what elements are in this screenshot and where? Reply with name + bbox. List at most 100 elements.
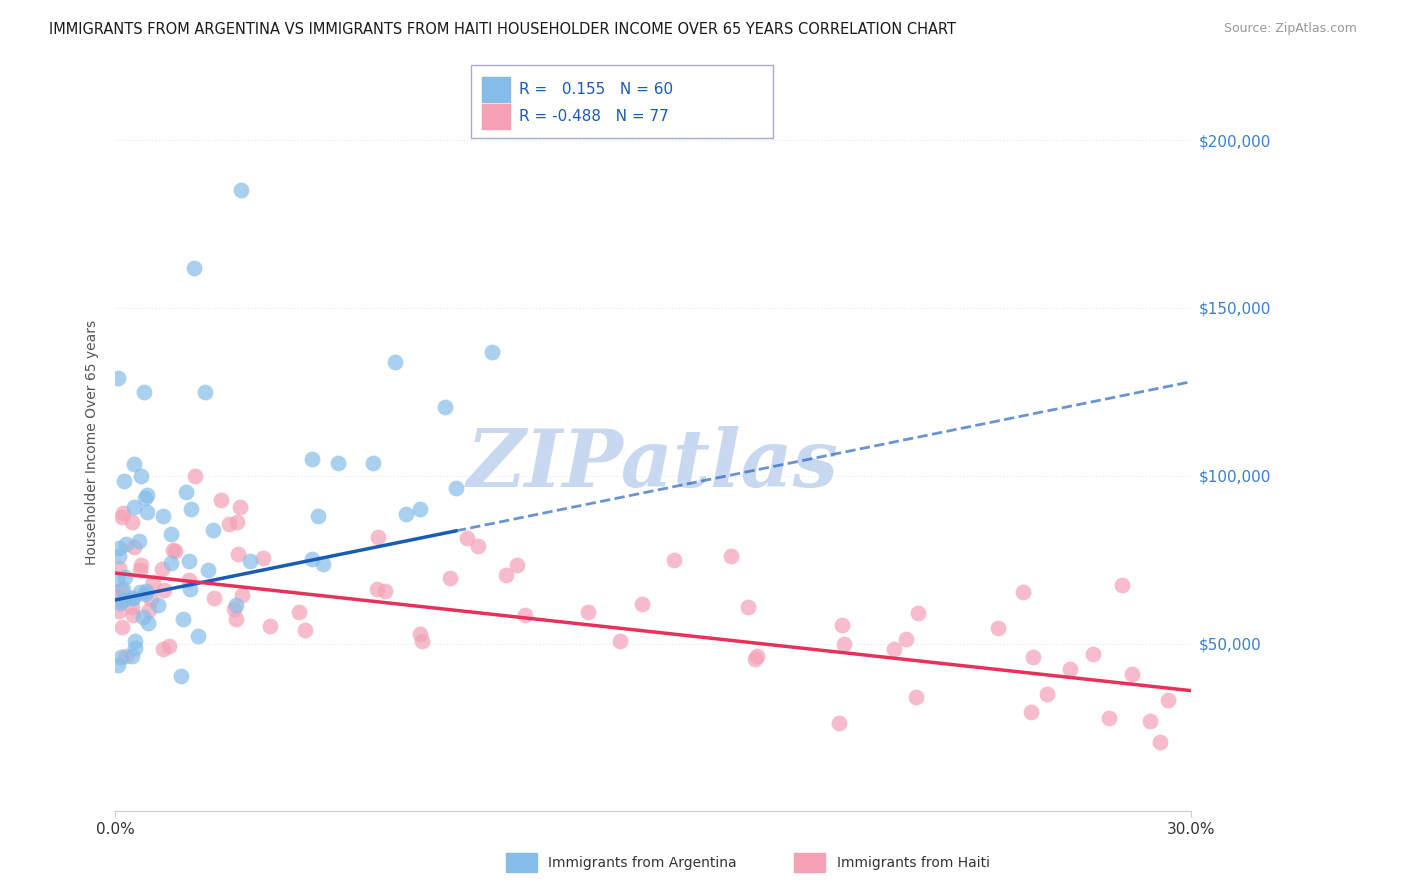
Point	[136, 615, 159, 630]
Point	[107, 370, 129, 384]
Point	[157, 639, 180, 653]
Point	[239, 554, 262, 568]
Point	[136, 505, 159, 519]
Point	[122, 591, 145, 605]
Point	[1059, 662, 1081, 676]
Text: R =   0.155   N = 60: R = 0.155 N = 60	[519, 82, 673, 96]
Point	[907, 606, 929, 620]
Point	[662, 553, 685, 567]
Point	[218, 516, 240, 531]
Point	[576, 605, 599, 619]
Point	[111, 620, 134, 634]
Point	[197, 563, 219, 577]
Point	[630, 598, 652, 612]
Point	[141, 591, 163, 606]
Point	[744, 652, 766, 666]
Point	[108, 560, 131, 574]
Point	[122, 500, 145, 514]
Point	[225, 515, 247, 529]
Point	[129, 558, 152, 572]
Point	[1098, 711, 1121, 725]
Point	[904, 690, 927, 704]
Point	[180, 501, 202, 516]
Point	[111, 582, 134, 596]
Point	[288, 605, 311, 619]
Point	[124, 634, 146, 648]
Point	[363, 456, 385, 470]
Point	[124, 641, 146, 656]
Point	[108, 604, 131, 618]
Point	[186, 628, 208, 642]
Text: R = -0.488   N = 77: R = -0.488 N = 77	[519, 110, 669, 124]
Point	[134, 586, 156, 600]
Point	[110, 582, 132, 597]
Point	[434, 400, 457, 414]
Point	[132, 384, 155, 399]
Point	[894, 632, 917, 647]
Point	[384, 355, 406, 369]
Point	[105, 572, 128, 586]
Point	[184, 468, 207, 483]
Point	[112, 593, 135, 607]
Point	[1019, 705, 1042, 719]
Point	[495, 567, 517, 582]
Point	[122, 607, 145, 622]
Point	[132, 609, 155, 624]
Point	[142, 574, 165, 589]
Point	[121, 599, 143, 614]
Point	[395, 507, 418, 521]
Point	[114, 569, 136, 583]
Point	[121, 591, 143, 605]
Point	[720, 549, 742, 563]
Point	[135, 488, 157, 502]
Point	[831, 617, 853, 632]
Point	[162, 542, 184, 557]
Point	[467, 539, 489, 553]
Point	[301, 552, 323, 566]
Point	[222, 602, 245, 616]
Point	[366, 582, 388, 596]
Point	[153, 583, 176, 598]
Point	[1111, 577, 1133, 591]
Point	[259, 619, 281, 633]
Point	[129, 563, 152, 577]
Point	[481, 345, 503, 359]
Point	[179, 554, 201, 568]
Point	[108, 541, 131, 555]
Point	[108, 549, 131, 563]
Point	[112, 474, 135, 488]
Point	[747, 648, 769, 663]
Point	[201, 523, 224, 537]
Point	[367, 530, 389, 544]
Point	[1157, 693, 1180, 707]
Point	[194, 384, 217, 399]
Point	[326, 456, 349, 470]
Point	[165, 543, 187, 558]
Point	[124, 540, 146, 554]
Point	[152, 641, 174, 656]
Point	[456, 531, 478, 545]
Point	[135, 584, 157, 599]
Point	[146, 598, 169, 612]
Point	[115, 649, 138, 664]
Point	[987, 621, 1010, 635]
Point	[1139, 714, 1161, 728]
Point	[114, 537, 136, 551]
Point	[312, 557, 335, 571]
Point	[1081, 648, 1104, 662]
Text: ZIPatlas: ZIPatlas	[467, 425, 839, 503]
Point	[1036, 687, 1059, 701]
Point	[128, 533, 150, 548]
Text: Immigrants from Haiti: Immigrants from Haiti	[837, 855, 990, 870]
Point	[150, 562, 173, 576]
Point	[226, 547, 249, 561]
Point	[202, 591, 225, 606]
Point	[832, 636, 855, 650]
Point	[252, 550, 274, 565]
Point	[737, 599, 759, 614]
Point	[409, 627, 432, 641]
Point	[883, 642, 905, 657]
Point	[172, 611, 194, 625]
Point	[179, 582, 201, 596]
Point	[128, 585, 150, 599]
